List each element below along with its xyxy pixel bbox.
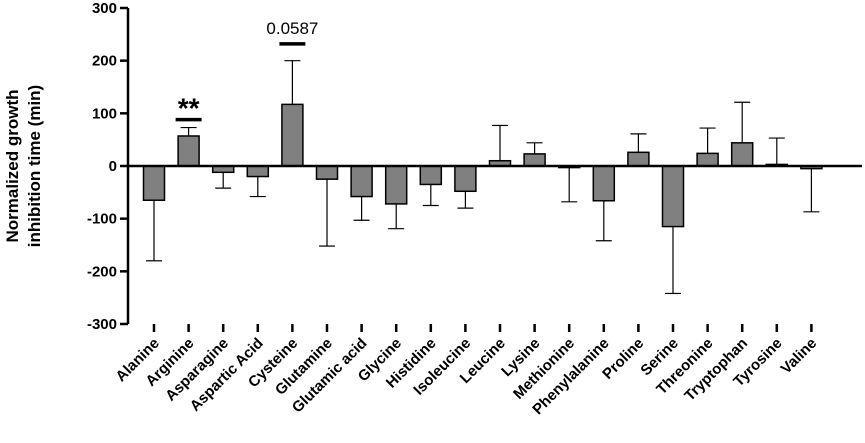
error-bar: [492, 124, 508, 161]
error-bar: [180, 126, 197, 136]
error-bar: [561, 167, 578, 203]
y-tick-label: 300: [92, 0, 117, 17]
error-bar: [353, 196, 370, 221]
error-bar: [803, 168, 820, 213]
bar: [523, 153, 546, 167]
y-tick-label: -200: [87, 263, 117, 280]
error-bar: [319, 179, 335, 247]
error-bar: [665, 226, 681, 295]
y-tick-label: 100: [92, 105, 117, 122]
bar: [627, 151, 650, 167]
bar: [350, 165, 373, 198]
y-axis-label-line-2: inhibition time (min): [25, 85, 44, 247]
bar: [661, 165, 685, 228]
bar: [592, 165, 616, 202]
bar: [454, 165, 477, 193]
y-axis: 300 200 100 0 -100 -200 -300: [87, 0, 130, 333]
error-bar: [215, 172, 232, 189]
bar: [177, 135, 200, 167]
y-tick-label: -300: [87, 316, 117, 333]
bar: [281, 103, 304, 167]
bar: [730, 142, 754, 167]
annotation-label: 0.0587: [266, 19, 318, 38]
error-bar: [595, 200, 612, 242]
bar: [142, 165, 166, 201]
y-axis-label: Normalized growth inhibition time (min): [3, 85, 44, 247]
error-bar: [630, 133, 647, 153]
error-bar: [249, 176, 266, 198]
error-bars: [146, 60, 820, 295]
error-bar: [768, 137, 785, 165]
error-bar: [457, 191, 474, 209]
bar: [384, 165, 408, 205]
y-tick-label: -100: [87, 211, 117, 228]
significance-annotations: ** 0.0587: [175, 19, 318, 124]
error-bar: [526, 142, 543, 154]
error-bar: [734, 101, 751, 143]
bar: [246, 165, 270, 178]
error-bar: [422, 184, 439, 207]
error-bar: [699, 127, 716, 154]
annotation-label: **: [178, 93, 200, 124]
significance-annotation: 0.0587: [266, 19, 318, 46]
error-bar: [388, 203, 405, 230]
y-axis-label-line-1: Normalized growth: [3, 89, 22, 242]
x-tick-label: Valine: [778, 335, 821, 378]
bar: [419, 165, 443, 186]
significance-annotation: **: [175, 93, 202, 124]
y-tick-label: 0: [109, 158, 117, 175]
error-bar: [284, 60, 301, 105]
y-tick-label: 200: [92, 53, 117, 70]
error-bar: [146, 200, 162, 262]
bar: [696, 152, 719, 167]
bar: [315, 165, 339, 180]
